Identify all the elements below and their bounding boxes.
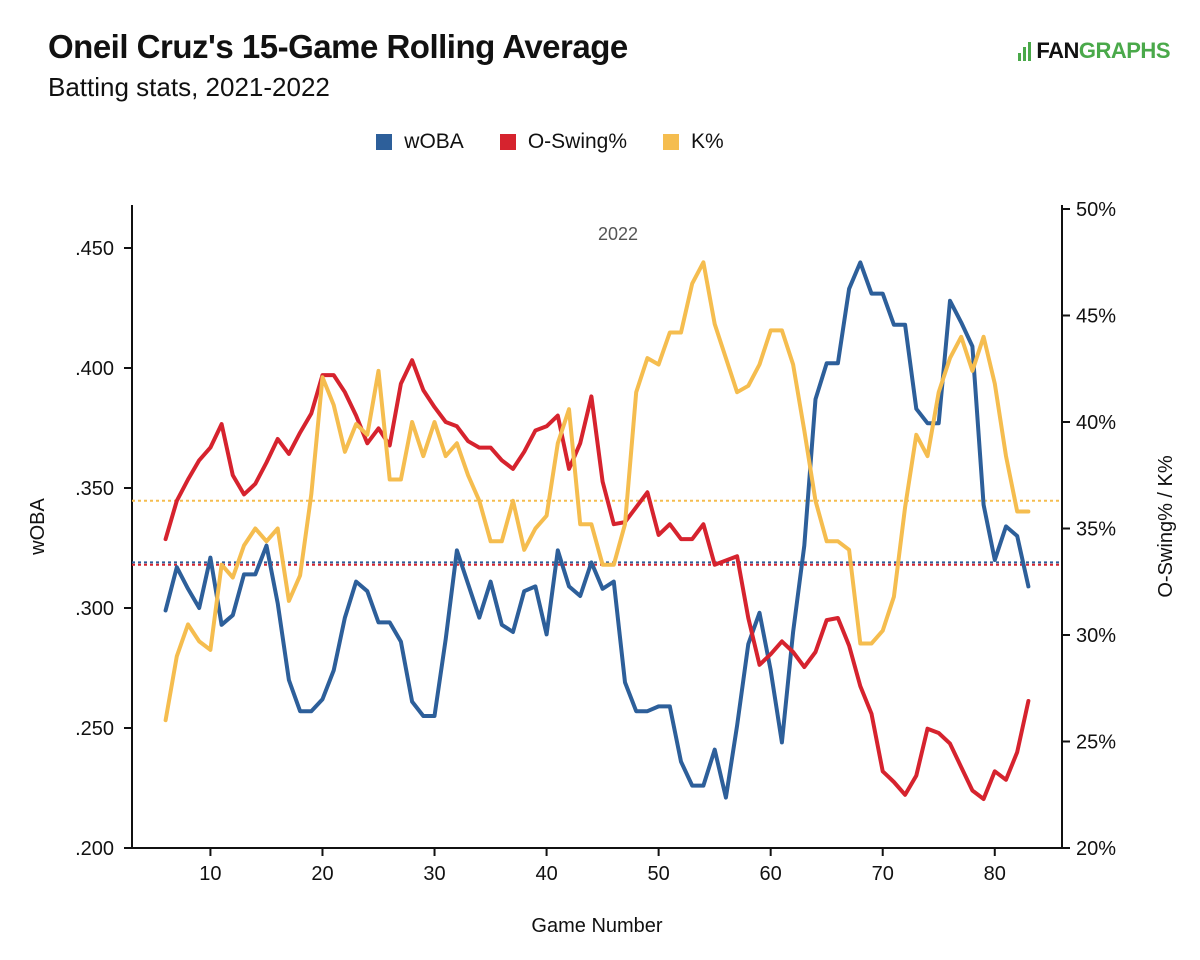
- legend-label-woba: wOBA: [404, 130, 464, 153]
- series-line-woba: [163, 260, 1031, 800]
- y-left-tick-label: .450: [75, 238, 114, 260]
- y-axis-right-label: O-Swing% / K%: [1155, 455, 1177, 597]
- y-left-tick-label: .250: [75, 718, 114, 740]
- legend-swatch-kpct: [663, 134, 680, 150]
- x-tick-label: 80: [984, 863, 1006, 885]
- legend-label-kpct: K%: [691, 130, 724, 153]
- y-axis-left: .200 .250 .300 .350 .400 .450: [75, 238, 132, 860]
- legend-item-oswing: O-Swing%: [499, 130, 628, 154]
- chart-title: Oneil Cruz's 15-Game Rolling Average: [48, 28, 628, 65]
- season-annotation: 2022: [598, 224, 638, 244]
- series-line-k: [163, 260, 1031, 723]
- x-tick-label: 50: [648, 863, 670, 885]
- x-tick-label: 70: [872, 863, 894, 885]
- x-tick-label: 60: [760, 863, 782, 885]
- y-left-tick-label: .350: [75, 478, 114, 500]
- y-left-tick-label: .200: [75, 838, 114, 860]
- x-tick-label: 10: [199, 863, 221, 885]
- chart-legend: wOBA O-Swing% K%: [0, 130, 1100, 154]
- x-tick-label: 20: [311, 863, 333, 885]
- chart-subtitle: Batting stats, 2021-2022: [48, 72, 330, 102]
- y-right-tick-label: 25%: [1076, 732, 1116, 754]
- legend-label-oswing: O-Swing%: [527, 130, 628, 153]
- fangraphs-logo: FAN GRAPHS: [1018, 38, 1171, 64]
- legend-swatch-woba: [376, 134, 393, 150]
- legend-item-woba: wOBA: [376, 130, 464, 154]
- logo-text-fan: FAN: [1036, 38, 1079, 63]
- x-axis: 10 20 30 40 50 60 70 80: [199, 848, 1006, 885]
- y-right-tick-label: 30%: [1076, 625, 1116, 647]
- y-right-tick-label: 35%: [1076, 519, 1116, 541]
- y-right-tick-label: 50%: [1076, 199, 1116, 221]
- x-axis-label: Game Number: [531, 915, 662, 937]
- x-tick-label: 40: [535, 863, 557, 885]
- y-axis-left-label: wOBA: [27, 498, 49, 556]
- y-right-tick-label: 45%: [1076, 306, 1116, 328]
- y-left-tick-label: .300: [75, 598, 114, 620]
- logo-text-graphs: GRAPHS: [1078, 38, 1171, 63]
- y-left-tick-label: .400: [75, 358, 114, 380]
- y-right-tick-label: 20%: [1076, 838, 1116, 860]
- series-line-oswing: [163, 358, 1031, 801]
- bar-chart-icon: [1018, 41, 1033, 61]
- legend-swatch-oswing: [499, 134, 516, 150]
- series-lines: [163, 260, 1031, 801]
- y-axis-right: 20% 25% 30% 35% 40% 45% 50%: [1062, 199, 1116, 860]
- y-right-tick-label: 40%: [1076, 412, 1116, 434]
- x-tick-label: 30: [423, 863, 445, 885]
- legend-item-kpct: K%: [663, 130, 724, 154]
